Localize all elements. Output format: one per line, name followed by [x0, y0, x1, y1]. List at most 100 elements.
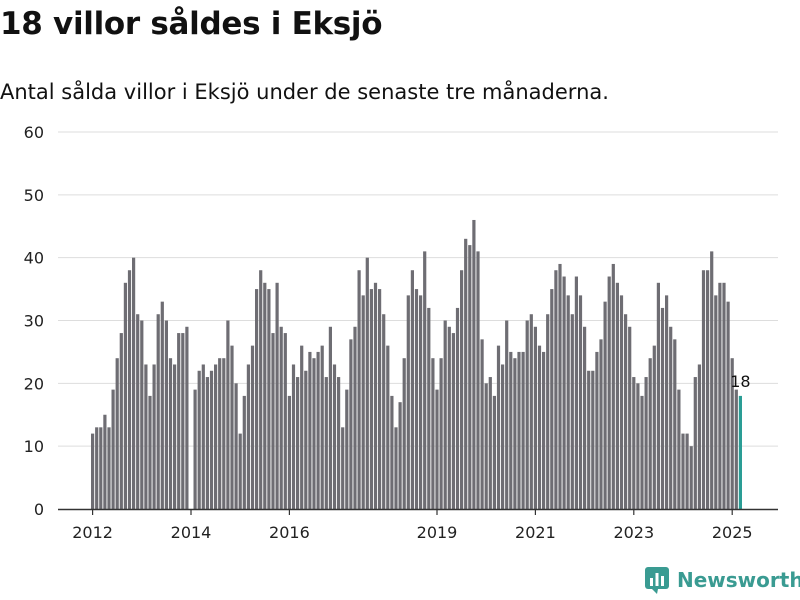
bar: [99, 427, 103, 509]
bar: [144, 364, 148, 509]
bar: [414, 289, 419, 509]
bar: [734, 389, 738, 509]
bar: [164, 320, 168, 509]
bar: [554, 270, 558, 509]
bar: [271, 333, 275, 509]
bar: [337, 377, 341, 509]
bar: [546, 314, 550, 509]
bar: [181, 333, 185, 509]
bar: [701, 270, 706, 509]
bar: [665, 295, 669, 509]
bar: [669, 326, 673, 509]
bar: [267, 289, 271, 509]
bar: [316, 351, 320, 509]
bar: [312, 358, 316, 509]
bar: [234, 383, 238, 509]
y-tick-label: 50: [24, 186, 44, 205]
bar: [480, 339, 484, 509]
bar: [296, 377, 300, 509]
bar: [259, 270, 263, 509]
bar: [410, 270, 414, 509]
bar: [681, 433, 685, 509]
y-tick-label: 0: [34, 500, 44, 519]
bar: [435, 389, 439, 509]
bar: [279, 326, 283, 509]
bar: [373, 282, 378, 509]
bar: [308, 351, 312, 509]
bar: [398, 402, 402, 509]
bar: [218, 358, 222, 509]
bar: [238, 433, 242, 509]
chart-subtitle: Antal sålda villor i Eksjö under de sena…: [0, 80, 609, 104]
bar: [287, 395, 291, 509]
bar: [365, 257, 369, 509]
bar: [660, 307, 665, 509]
bar: [710, 251, 714, 509]
bar: [115, 358, 119, 509]
bar: [357, 270, 361, 509]
bar: [460, 270, 464, 509]
bar: [369, 289, 373, 509]
y-tick-label: 30: [24, 312, 44, 331]
bar: [320, 345, 324, 509]
bar: [488, 377, 492, 509]
bar: [275, 282, 279, 509]
bar: [209, 370, 214, 509]
bar: [603, 301, 607, 509]
bar: [353, 326, 357, 509]
bar: [361, 295, 365, 509]
bar: [127, 270, 132, 509]
bar: [513, 358, 517, 509]
bar: [656, 282, 660, 509]
bar: [726, 301, 730, 509]
bar: [558, 263, 562, 509]
bar: [476, 251, 480, 509]
bar: [496, 345, 501, 509]
bar: [529, 314, 533, 509]
bar: [517, 351, 521, 509]
bar: [423, 251, 427, 509]
bar: [394, 427, 398, 509]
bar: [291, 364, 296, 509]
bar: [168, 358, 173, 509]
x-tick-label: 2025: [712, 523, 753, 542]
bar: [533, 326, 537, 509]
bar: [119, 333, 123, 509]
bar: [595, 351, 599, 509]
bar: [123, 282, 127, 509]
y-tick-label: 40: [24, 249, 44, 268]
bar: [328, 326, 332, 509]
bar: [390, 395, 394, 509]
bar: [455, 307, 460, 509]
bar: [619, 295, 624, 509]
bar: [107, 427, 111, 509]
x-tick-label: 2016: [269, 523, 310, 542]
bar: [648, 358, 652, 509]
x-tick-label: 2014: [171, 523, 212, 542]
bar: [185, 326, 189, 509]
bar: [550, 289, 554, 509]
x-tick-label: 2012: [72, 523, 113, 542]
bar: [205, 377, 209, 509]
bar: [537, 345, 542, 509]
bar: [468, 245, 472, 509]
bar: [197, 370, 201, 509]
bar: [152, 364, 156, 509]
y-tick-label: 10: [24, 437, 44, 456]
bar: [173, 364, 177, 509]
bar: [386, 345, 390, 509]
bar: [525, 320, 529, 509]
newsworthy-brand: Newsworthy: [644, 566, 800, 594]
bar: [693, 377, 697, 509]
bar: [611, 263, 615, 509]
bar: [607, 276, 611, 509]
bar: [562, 276, 566, 509]
bar: [447, 326, 451, 509]
bar: [300, 345, 304, 509]
bar: [472, 219, 476, 509]
bar: [136, 314, 140, 509]
bar: [706, 270, 710, 509]
x-tick-label: 2019: [417, 523, 458, 542]
newsworthy-logo-icon: [645, 567, 669, 594]
